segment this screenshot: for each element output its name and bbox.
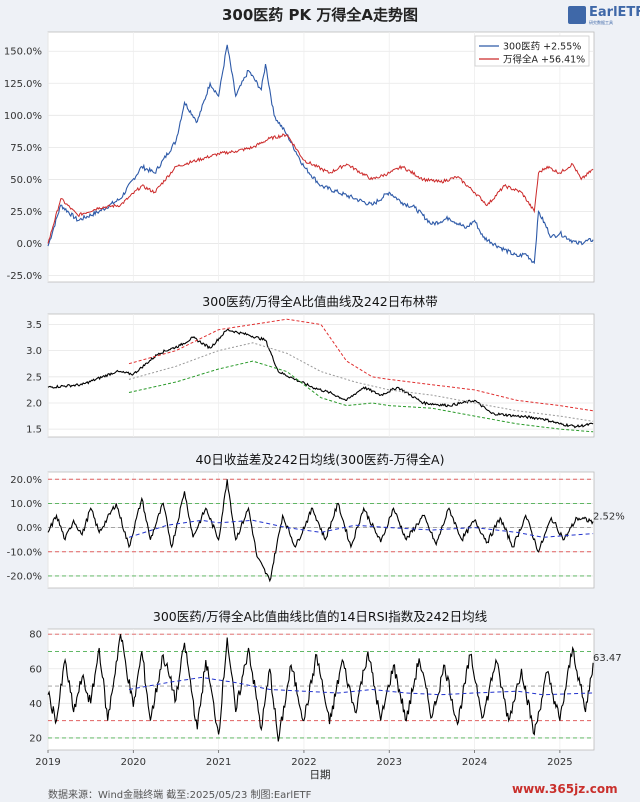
series-line-4 (128, 360, 594, 433)
end-value-label: 2.52% (593, 511, 625, 522)
watermark-text: www.365jz.com (512, 782, 618, 796)
y-tick-label: 60 (29, 664, 42, 675)
y-tick-label: 80 (29, 630, 42, 641)
earletf-logo: EarlETF 研究数据工具 (568, 4, 640, 26)
panel-title: 300医药/万得全A比值曲线及242日布林带 (202, 294, 437, 309)
end-value-label: 63.47 (593, 653, 622, 664)
series-line-1 (47, 328, 594, 429)
y-tick-label: 20 (29, 733, 42, 744)
legend-box (474, 35, 590, 67)
logo-subtext: 研究数据工具 (589, 20, 613, 25)
y-tick-label: 10.0% (10, 499, 42, 510)
series-line-2 (128, 519, 594, 538)
y-tick-label: 50.0% (10, 175, 42, 186)
chart-panel-2: 3.5 3.0 2.5 2.0 1.5 300医药/万得全A比值曲线及242日布林带 (26, 294, 595, 438)
legend-label: 300医药 +2.55% (503, 42, 581, 53)
series-line-2 (47, 133, 594, 244)
y-tick-label: 0.0% (17, 239, 42, 250)
y-tick-label: 150.0% (4, 47, 42, 58)
legend-label: 万得全A +56.41% (503, 54, 585, 66)
x-tick-label: 2021 (206, 757, 231, 768)
x-tick-label: 2023 (377, 757, 402, 768)
y-tick-label: 25.0% (10, 207, 42, 218)
chart-panel-4: 80 60 40 20 300医药/万得全A比值曲线比值的14日RSI指数及242日均线… (29, 609, 622, 751)
y-tick-label: 125.0% (4, 79, 42, 90)
y-tick-label: 75.0% (10, 143, 42, 154)
series-line-3 (128, 318, 594, 412)
series-line-1 (47, 44, 594, 265)
x-tick-label: 2019 (35, 757, 60, 768)
x-tick-label: 2020 (121, 757, 146, 768)
page-title: 300医药 PK 万得全A走势图 (222, 6, 418, 24)
y-tick-label: -20.0% (7, 571, 42, 582)
y-tick-label: -25.0% (7, 271, 42, 282)
y-tick-label: 0.0% (17, 523, 42, 534)
panel-title: 40日收益差及242日均线(300医药-万得全A) (196, 452, 445, 467)
y-tick-label: 2.0 (26, 398, 42, 409)
series-line-2 (128, 676, 594, 696)
logo-text: EarlETF (589, 5, 640, 20)
x-axis-label: 日期 (310, 769, 331, 781)
x-tick-label: 2025 (547, 757, 572, 768)
y-tick-label: 3.0 (26, 346, 42, 357)
y-tick-label: 2.5 (26, 372, 42, 383)
y-tick-label: 40 (29, 699, 42, 710)
plot-area (47, 313, 595, 438)
y-tick-label: 20.0% (10, 475, 42, 486)
series-line-2 (128, 342, 594, 422)
x-tick-label: 2022 (291, 757, 316, 768)
logo-icon (568, 6, 586, 24)
x-tick-label: 2024 (462, 757, 487, 768)
chart-panel-1: 150.0% 125.0% 100.0% 75.0% 50.0% 25.0% 0.0% -25… (4, 31, 595, 283)
y-tick-label: 1.5 (26, 425, 42, 436)
y-tick-label: 100.0% (4, 111, 42, 122)
chart-panel-3: 20.0% 10.0% 0.0% -10.0% -20.0% 40日收益差及242日均线(… (7, 452, 625, 589)
series-line-1 (47, 479, 594, 583)
y-tick-label: -10.0% (7, 547, 42, 558)
panel-title: 300医药/万得全A比值曲线比值的14日RSI指数及242日均线 (153, 609, 488, 624)
y-tick-label: 3.5 (26, 320, 42, 331)
plot-area (47, 31, 595, 283)
data-source-note: 数据来源：Wind金融终端 截至:2025/05/23 制图:EarlETF (48, 790, 312, 801)
